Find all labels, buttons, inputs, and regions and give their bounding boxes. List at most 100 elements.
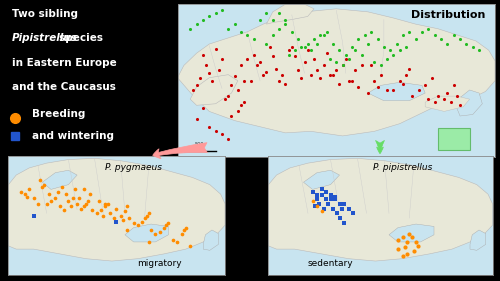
Polygon shape xyxy=(470,230,486,250)
Point xyxy=(212,129,220,133)
Point xyxy=(145,240,153,244)
Point xyxy=(92,211,100,216)
Point xyxy=(446,100,454,105)
Point xyxy=(190,88,198,92)
Point xyxy=(104,201,112,206)
Point xyxy=(354,85,362,89)
Point xyxy=(121,209,129,213)
Point xyxy=(361,33,369,37)
Bar xyxy=(438,128,470,150)
Point xyxy=(138,219,146,224)
Point xyxy=(401,244,409,249)
Point xyxy=(224,137,232,141)
Point xyxy=(430,33,438,37)
Point xyxy=(406,30,413,34)
Point xyxy=(313,193,321,198)
Point xyxy=(336,201,344,206)
Point xyxy=(324,201,332,206)
Point xyxy=(126,216,134,220)
Point xyxy=(62,192,70,196)
Point xyxy=(444,42,452,46)
Point xyxy=(332,60,340,65)
Point xyxy=(199,17,207,22)
Point xyxy=(402,72,410,77)
Point xyxy=(256,60,264,65)
Point xyxy=(326,197,334,201)
Point xyxy=(310,37,318,42)
Point xyxy=(310,57,318,62)
Point xyxy=(307,72,315,77)
Point xyxy=(205,14,213,19)
Point xyxy=(230,74,238,78)
Point xyxy=(307,48,315,52)
Point xyxy=(412,240,420,244)
Point xyxy=(322,30,330,34)
Point xyxy=(403,252,411,256)
Point xyxy=(437,37,445,42)
Point xyxy=(430,100,438,105)
Point xyxy=(322,197,330,201)
Text: Two sibling: Two sibling xyxy=(12,9,78,19)
Point xyxy=(342,53,350,57)
Point xyxy=(412,37,420,42)
Point xyxy=(66,204,74,209)
Point xyxy=(332,68,340,72)
Polygon shape xyxy=(304,170,340,189)
Point xyxy=(45,192,53,196)
Point xyxy=(218,57,226,62)
Point xyxy=(64,199,72,203)
Point xyxy=(54,189,62,194)
Point xyxy=(186,26,194,31)
Point xyxy=(367,63,375,68)
Point xyxy=(275,11,283,16)
Text: P. pygmaeus: P. pygmaeus xyxy=(105,163,162,172)
Polygon shape xyxy=(125,224,168,242)
Point xyxy=(300,60,308,65)
Point xyxy=(398,235,406,239)
Point xyxy=(394,247,402,251)
Point xyxy=(30,196,38,200)
Point xyxy=(415,88,423,92)
Point xyxy=(374,37,382,42)
Point xyxy=(349,211,357,216)
Point xyxy=(298,76,306,80)
Point xyxy=(256,17,264,22)
Point xyxy=(275,26,283,31)
Point xyxy=(344,206,352,211)
Point xyxy=(112,219,120,224)
Point xyxy=(192,22,200,26)
Polygon shape xyxy=(190,75,238,105)
Text: and wintering: and wintering xyxy=(32,131,114,141)
Point xyxy=(275,78,283,83)
Point xyxy=(475,48,483,52)
Point xyxy=(386,48,394,52)
Text: species: species xyxy=(12,33,103,43)
Point xyxy=(80,187,88,192)
Point xyxy=(237,103,245,108)
Point xyxy=(221,97,229,101)
Point xyxy=(212,11,220,16)
Point xyxy=(140,216,148,220)
Point xyxy=(300,45,308,49)
Text: and the Caucasus: and the Caucasus xyxy=(12,82,116,92)
Point xyxy=(418,30,426,34)
Point xyxy=(240,78,248,83)
Point xyxy=(398,254,406,259)
Text: P. pipistrellus: P. pipistrellus xyxy=(373,163,432,172)
Point xyxy=(450,83,458,88)
Point xyxy=(338,206,346,211)
Point xyxy=(230,22,238,26)
Point xyxy=(199,106,207,111)
Point xyxy=(224,26,232,31)
Point xyxy=(244,33,252,37)
Point xyxy=(282,81,290,86)
Point xyxy=(408,94,416,98)
Point xyxy=(102,204,110,209)
Point xyxy=(318,187,326,192)
Point xyxy=(288,45,296,49)
Text: in Eastern Europe: in Eastern Europe xyxy=(12,58,117,68)
Point xyxy=(376,63,384,68)
Point xyxy=(410,249,418,254)
Point xyxy=(340,201,348,206)
Point xyxy=(456,103,464,108)
